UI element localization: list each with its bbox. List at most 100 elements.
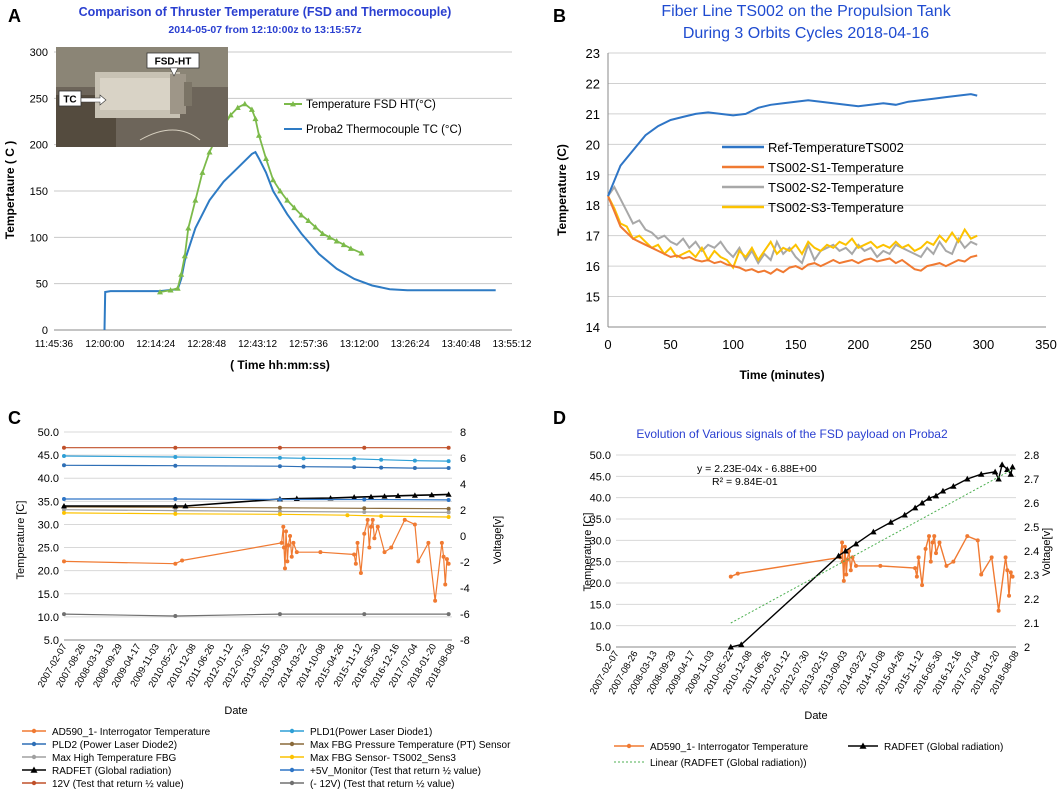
b-legend-label: TS002-S1-Temperature <box>768 160 904 175</box>
d-ytick-label: 45.0 <box>590 471 611 483</box>
c-point <box>277 509 282 514</box>
c-point <box>352 465 357 470</box>
chart-d-ylabel: Temperature [C] <box>582 513 594 592</box>
d-point <box>1003 555 1008 560</box>
a-point-fsd <box>347 245 354 251</box>
d-point <box>1007 593 1012 598</box>
c-point <box>352 552 357 557</box>
c-ytick-label: 25.0 <box>38 543 59 555</box>
a-point-fsd <box>192 197 199 203</box>
a-point-fsd <box>358 250 365 256</box>
d-point <box>951 559 956 564</box>
d-point <box>998 461 1006 468</box>
c-point <box>281 545 286 550</box>
c-point <box>362 445 367 450</box>
d-point <box>937 540 942 545</box>
c-point <box>288 534 293 538</box>
c-ytick-right-label: -6 <box>460 609 470 621</box>
panel-label-d: D <box>553 408 566 428</box>
d-point <box>964 475 971 482</box>
c-point <box>402 517 407 522</box>
c-legend-label: (- 12V) (Test that return ½ value) <box>310 779 455 790</box>
panel-label-a: A <box>8 6 21 26</box>
d-point <box>975 538 980 543</box>
c-point <box>389 545 394 550</box>
d-ytick-right-label: 2.1 <box>1024 618 1039 630</box>
b-ytick-label: 15 <box>586 290 600 305</box>
d-ytick-right-label: 2.4 <box>1024 546 1039 558</box>
c-point <box>291 540 296 545</box>
d-legend-label: Linear (RADFET (Global radiation)) <box>650 758 807 769</box>
c-legend-label: +5V_Monitor (Test that return ½ value) <box>310 766 481 777</box>
d-point <box>979 572 984 577</box>
d-ytick-label: 30.0 <box>590 535 611 547</box>
c-ytick-label: 45.0 <box>38 450 59 462</box>
c-point <box>173 508 178 513</box>
c-point <box>446 506 451 511</box>
a-series-tc <box>103 150 496 331</box>
c-series-line <box>63 464 449 469</box>
a-point-fsd <box>263 155 270 161</box>
d-point <box>932 492 940 499</box>
b-xtick-label: 200 <box>847 337 869 352</box>
d-ytick-label: 50.0 <box>590 450 611 462</box>
c-point <box>395 492 402 499</box>
d-point <box>914 574 919 579</box>
b-series-line <box>607 195 978 270</box>
c-point <box>446 466 451 471</box>
d-point <box>923 546 928 551</box>
chart-c-xlabel: Date <box>224 705 247 717</box>
c-point <box>277 497 282 502</box>
d-point <box>1009 463 1016 470</box>
d-ytick-label: 35.0 <box>590 514 611 526</box>
d-point <box>918 499 926 506</box>
c-point <box>182 502 189 509</box>
c-point <box>446 515 451 520</box>
a-point-fsd <box>333 238 340 244</box>
a-xtick-label: 12:57:36 <box>289 339 328 350</box>
b-xtick-label: 100 <box>722 337 744 352</box>
c-point <box>173 454 178 459</box>
d-point <box>925 495 933 501</box>
a-legend-label-fsd: Temperature FSD HT(°C) <box>306 99 436 111</box>
d-ytick-label: 15.0 <box>590 599 611 611</box>
c-legend-marker <box>31 741 37 747</box>
d-point <box>852 540 860 547</box>
c-point <box>379 457 384 462</box>
a-xtick-label: 12:14:24 <box>136 339 175 350</box>
d-point <box>735 571 740 576</box>
c-point <box>281 524 286 529</box>
d-point <box>901 511 908 518</box>
c-point <box>285 559 290 564</box>
d-legend-label: RADFET (Global radiation) <box>884 742 1003 753</box>
c-ytick-label: 35.0 <box>38 496 59 508</box>
d-point <box>887 519 894 525</box>
a-ytick-label: 0 <box>42 325 48 337</box>
b-ytick-label: 18 <box>586 198 600 213</box>
c-point <box>381 493 388 499</box>
d-point <box>991 468 999 475</box>
c-point <box>277 464 282 469</box>
d-point <box>911 504 919 511</box>
d-point <box>835 552 842 559</box>
c-point <box>62 445 66 450</box>
photo-label-fsd-ht: FSD-HT <box>155 57 192 68</box>
c-legend-marker <box>289 741 295 747</box>
b-ytick-label: 14 <box>586 320 600 335</box>
c-series-line <box>63 509 449 514</box>
chart-a-plot: 0 50 100 150 200 250 300 11:45:36 12:00:00 12:14:… <box>30 47 532 350</box>
c-ytick-right-label: 2 <box>460 505 466 517</box>
c-point <box>362 612 367 617</box>
c-point <box>62 507 66 512</box>
c-point <box>345 513 350 518</box>
d-ytick-right-label: 2.5 <box>1024 522 1039 534</box>
a-point-fsd <box>157 289 164 295</box>
d-point <box>965 534 970 539</box>
c-point <box>173 511 178 516</box>
c-point <box>379 465 384 470</box>
c-point <box>318 550 323 555</box>
c-ytick-right-label: 4 <box>460 479 466 491</box>
c-point <box>446 612 451 617</box>
chart-c-plot: 5.0 10.0 15.0 20.0 25.0 30.0 35.0 40.0 45.0 50.0 -… <box>22 427 511 790</box>
d-series-line <box>730 468 1013 624</box>
